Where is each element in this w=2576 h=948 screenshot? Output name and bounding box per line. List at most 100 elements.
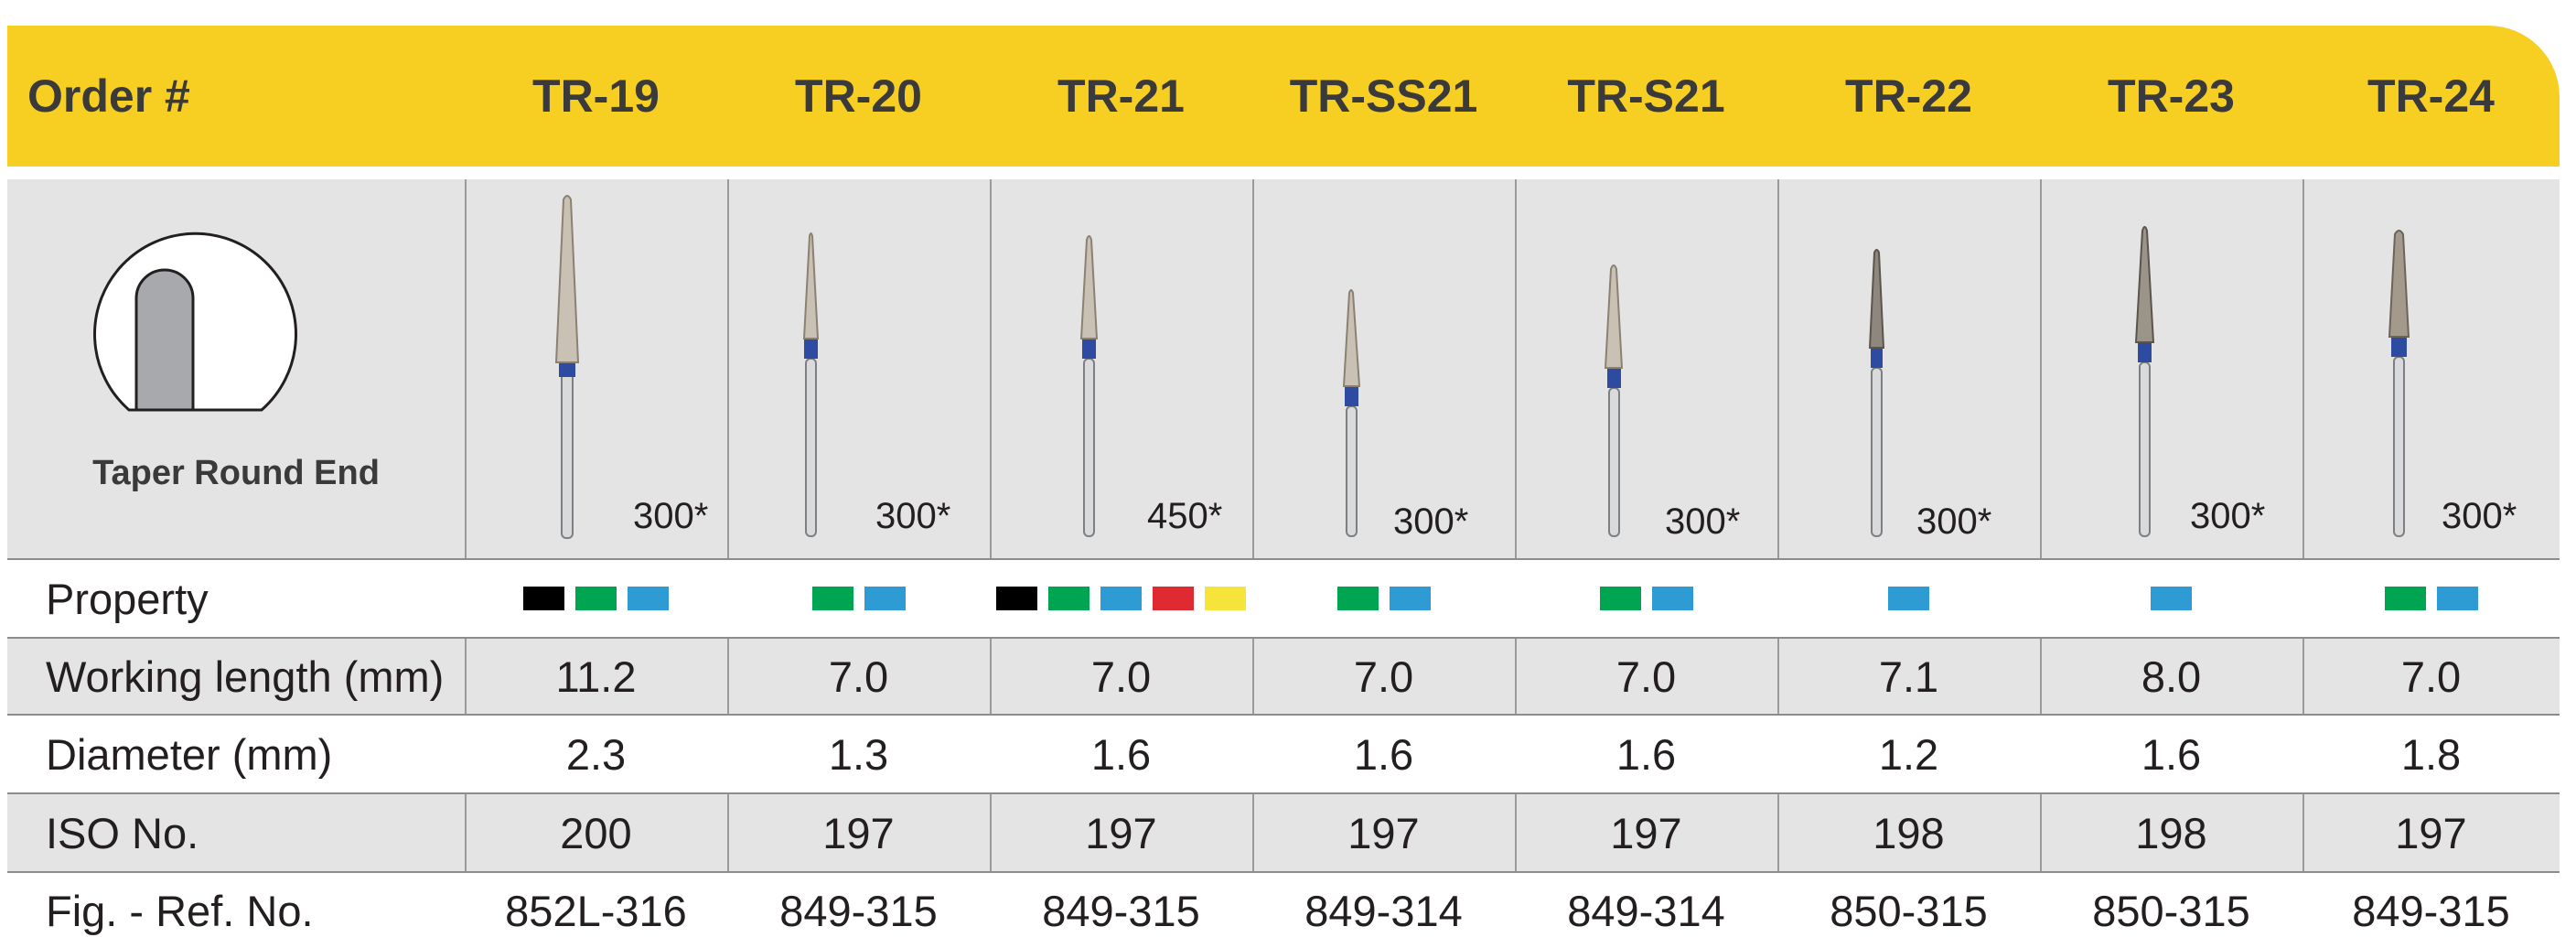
property-swatches-tr-s21 <box>1515 560 1777 637</box>
cell-divider <box>465 639 727 714</box>
working-length-value: 7.0 <box>828 652 889 701</box>
cell-divider <box>1252 794 1515 871</box>
column-header-tr-s21: TR-S21 <box>1567 70 1725 122</box>
column-header-tr-21: TR-21 <box>1057 70 1185 122</box>
diameter-label: Diameter (mm) <box>46 729 333 779</box>
row-divider <box>7 637 2560 639</box>
ref-value: 850-315 <box>2092 886 2250 935</box>
cell-divider <box>2302 794 2560 871</box>
property-row: Property <box>7 560 2560 637</box>
bur-cell-tr-19: 300* <box>465 179 727 558</box>
cell-divider <box>727 639 990 714</box>
diameter-value: 1.6 <box>2141 729 2202 779</box>
cell-divider <box>2040 639 2302 714</box>
working-length-value: 7.0 <box>2400 652 2462 701</box>
property-swatch <box>1389 587 1431 610</box>
bur-image <box>2134 226 2155 537</box>
property-swatch <box>1048 587 1089 610</box>
row-divider <box>7 792 2560 794</box>
property-swatch <box>2151 587 2192 610</box>
diameter-value: 1.8 <box>2400 729 2462 779</box>
property-swatch <box>1100 587 1142 610</box>
bur-image <box>1868 249 1885 537</box>
property-swatches-tr-19 <box>465 560 727 637</box>
ref-row: Fig. - Ref. No. 852L-316 849-315 849-315… <box>7 873 2560 948</box>
property-label: Property <box>46 574 209 623</box>
cell-divider <box>1777 794 2040 871</box>
property-swatch <box>811 587 853 610</box>
working-length-value: 7.0 <box>1615 652 1677 701</box>
bur-cell-tr-21: 450* <box>990 179 1252 558</box>
column-header-tr-24: TR-24 <box>2367 70 2495 122</box>
working-length-value: 8.0 <box>2141 652 2202 701</box>
iso-value: 197 <box>1347 808 1420 857</box>
property-swatches-tr-20 <box>727 560 990 637</box>
property-swatch <box>1888 587 1929 610</box>
grit-label: 300* <box>2190 496 2266 536</box>
bur-cell-tr-s21: 300* <box>1515 179 1777 558</box>
diameter-row: Diameter (mm) 2.3 1.3 1.6 1.6 1.6 1.2 1.… <box>7 716 2560 792</box>
grit-label: 300* <box>633 496 709 536</box>
bur-image <box>2388 230 2410 537</box>
diameter-value: 1.6 <box>1615 729 1677 779</box>
working-length-label: Working length (mm) <box>46 652 445 701</box>
cell-divider <box>727 794 990 871</box>
cell-divider <box>1252 639 1515 714</box>
working-length-value: 7.0 <box>1090 652 1152 701</box>
iso-value: 198 <box>2135 808 2207 857</box>
bur-cell-tr-ss21: 300* <box>1252 179 1515 558</box>
shape-label: Taper Round End <box>92 454 380 492</box>
bur-image <box>802 232 820 537</box>
diameter-value: 1.2 <box>1878 729 1939 779</box>
property-swatches-tr-22 <box>1777 560 2040 637</box>
property-swatch <box>2384 587 2426 610</box>
order-number-label: Order # <box>27 70 190 122</box>
column-header-tr-19: TR-19 <box>532 70 660 122</box>
diameter-value: 1.6 <box>1090 729 1152 779</box>
property-swatch <box>1651 587 1693 610</box>
iso-value: 197 <box>2395 808 2467 857</box>
cell-divider <box>1515 794 1777 871</box>
ref-value: 849-314 <box>1304 886 1463 935</box>
iso-value: 198 <box>1873 808 1945 857</box>
cell-divider <box>1777 639 2040 714</box>
property-swatch <box>1599 587 1641 610</box>
iso-row: ISO No. 200 197 197 197 197 198 198 197 <box>7 794 2560 871</box>
ref-value: 849-315 <box>1042 886 1200 935</box>
bur-image-row: Taper Round End 300* 300* 450* 300* <box>7 179 2560 558</box>
cell-divider <box>990 639 1252 714</box>
ref-value: 852L-316 <box>505 886 687 935</box>
property-swatch <box>523 587 564 610</box>
iso-value: 197 <box>1610 808 1682 857</box>
iso-value: 200 <box>560 808 632 857</box>
grit-label: 300* <box>1665 501 1741 542</box>
row-divider <box>7 714 2560 716</box>
iso-value: 197 <box>822 808 895 857</box>
property-swatch <box>1205 587 1246 610</box>
ref-value: 849-315 <box>779 886 938 935</box>
property-swatches-tr-24 <box>2302 560 2560 637</box>
cell-divider <box>2040 794 2302 871</box>
cell-divider <box>2302 639 2560 714</box>
property-swatches-tr-ss21 <box>1252 560 1515 637</box>
grit-label: 300* <box>1393 501 1469 542</box>
bur-image <box>554 195 580 539</box>
working-length-row: Working length (mm) 11.2 7.0 7.0 7.0 7.0… <box>7 639 2560 714</box>
bur-cell-tr-20: 300* <box>727 179 990 558</box>
shape-icon <box>7 179 465 558</box>
bur-image <box>1604 264 1624 537</box>
row-divider <box>7 558 2560 560</box>
property-swatch <box>864 587 906 610</box>
ref-value: 849-315 <box>2352 886 2510 935</box>
property-swatch <box>1336 587 1379 610</box>
grit-label: 450* <box>1147 496 1223 536</box>
column-header-tr-ss21: TR-SS21 <box>1289 70 1478 122</box>
ref-value: 849-314 <box>1567 886 1725 935</box>
iso-value: 197 <box>1085 808 1157 857</box>
header-band: Order # TR-19 TR-20 TR-21 TR-SS21 TR-S21… <box>7 26 2560 167</box>
grit-label: 300* <box>2442 496 2517 536</box>
cell-divider <box>465 794 727 871</box>
bur-image <box>1079 235 1099 537</box>
property-swatches-tr-23 <box>2040 560 2302 637</box>
row-divider <box>7 871 2560 873</box>
